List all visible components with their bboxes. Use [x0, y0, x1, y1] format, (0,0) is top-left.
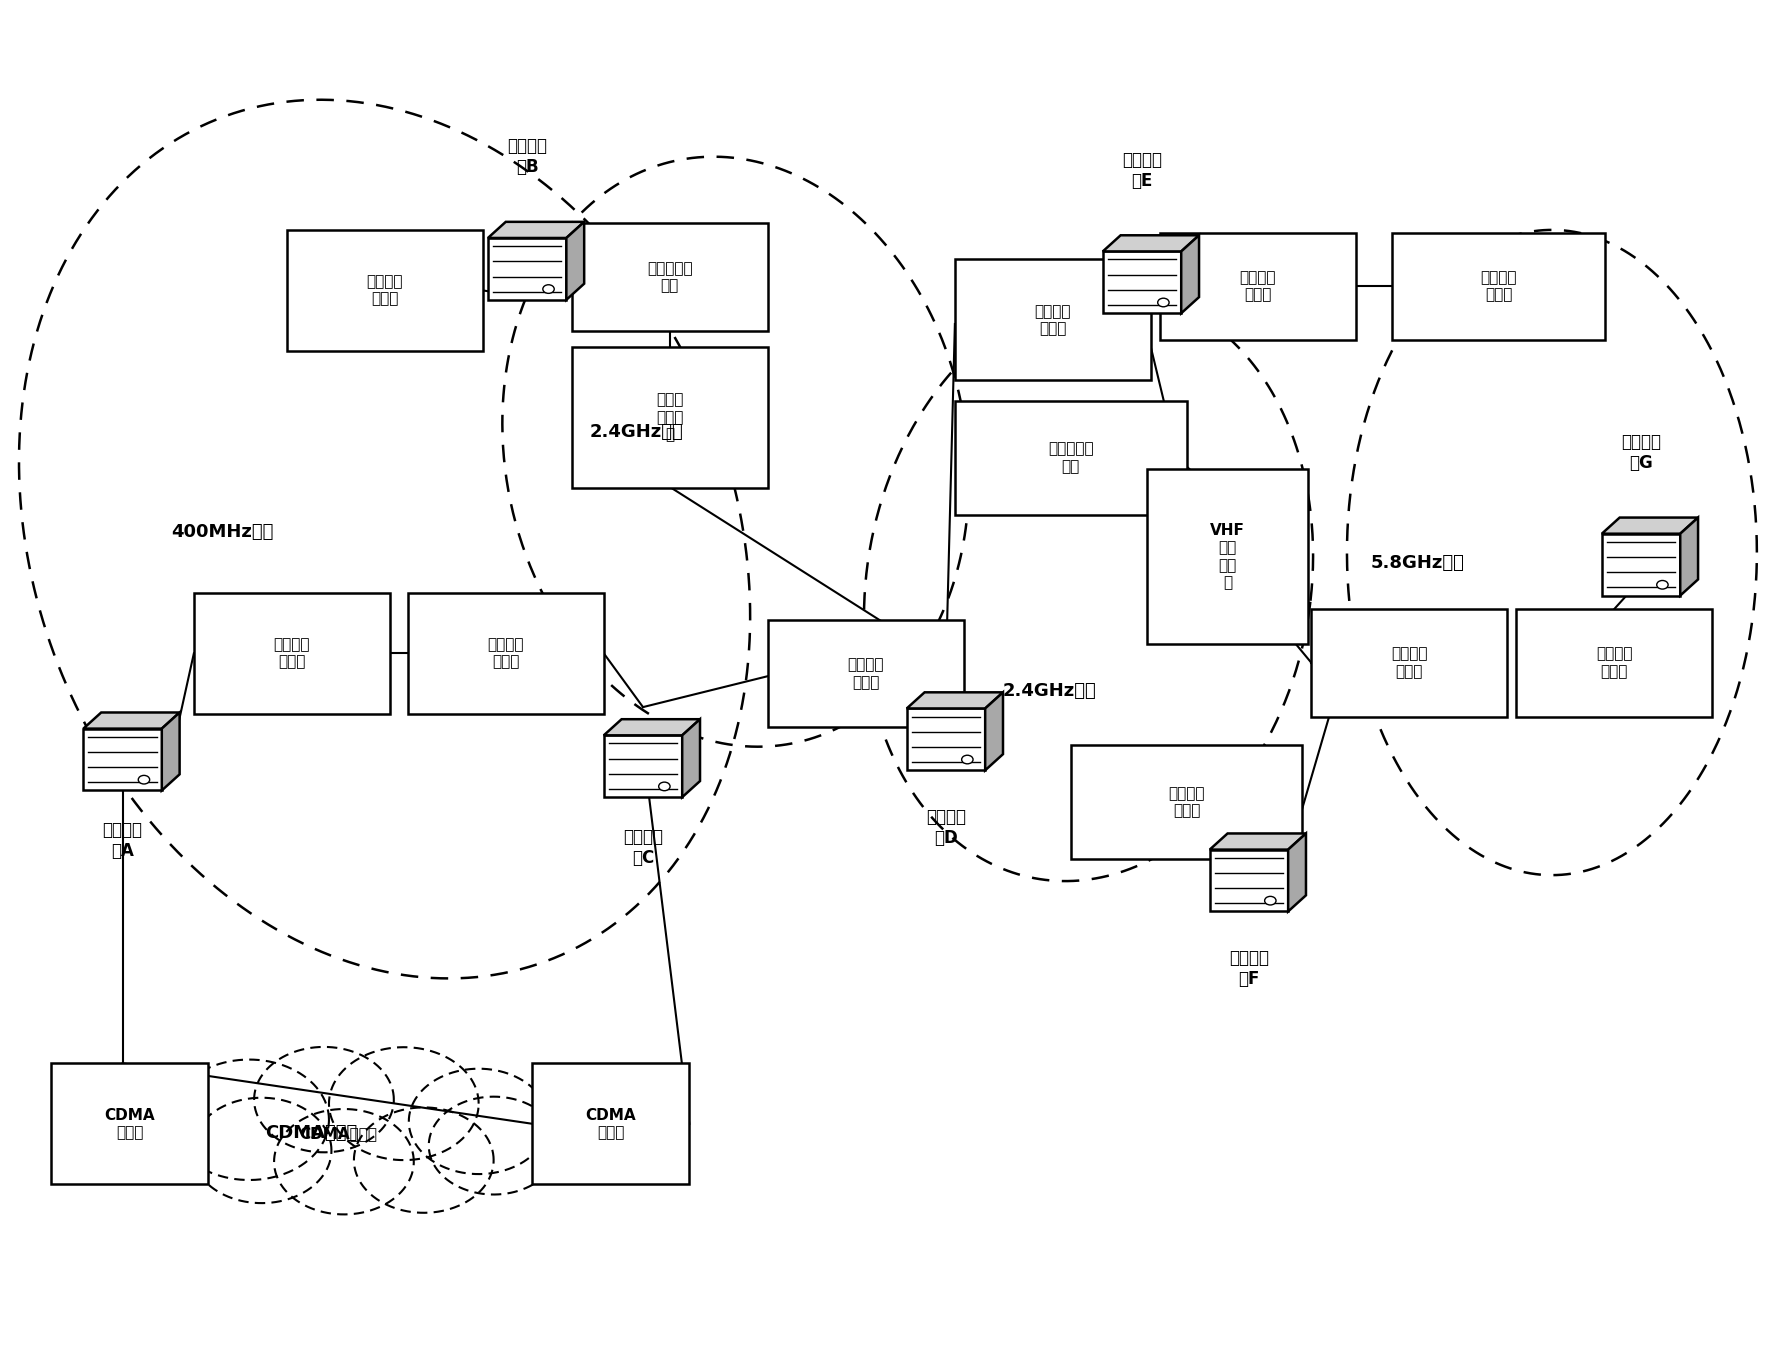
Text: 通用计算
朼E: 通用计算 朼E	[1123, 151, 1162, 190]
FancyBboxPatch shape	[407, 593, 603, 714]
FancyBboxPatch shape	[955, 260, 1151, 380]
Polygon shape	[1210, 834, 1307, 850]
FancyBboxPatch shape	[571, 224, 768, 331]
Circle shape	[659, 783, 669, 791]
Circle shape	[962, 756, 973, 764]
FancyBboxPatch shape	[532, 1063, 689, 1184]
Text: 软件无线
电设备: 软件无线 电设备	[1480, 271, 1517, 303]
Polygon shape	[275, 1109, 414, 1215]
Text: 软件无线电
设备: 软件无线电 设备	[646, 261, 693, 294]
Text: 软件无
线电设
备: 软件无 线电设 备	[657, 392, 684, 442]
Circle shape	[1656, 581, 1669, 589]
Text: 通用计算
朼C: 通用计算 朼C	[623, 828, 662, 867]
Text: 400MHz组网: 400MHz组网	[171, 524, 273, 541]
Polygon shape	[487, 222, 584, 238]
Polygon shape	[1680, 517, 1698, 595]
Text: 软件无线
电设备: 软件无线 电设备	[273, 637, 311, 669]
Text: CDMA通信网: CDMA通信网	[300, 1126, 377, 1141]
Text: 通用计算
朼F: 通用计算 朼F	[1228, 950, 1269, 987]
Polygon shape	[84, 729, 162, 791]
Text: 软件无线
电设备: 软件无线 电设备	[487, 637, 525, 669]
FancyBboxPatch shape	[1148, 469, 1308, 644]
FancyBboxPatch shape	[1071, 745, 1303, 859]
FancyBboxPatch shape	[195, 593, 389, 714]
Polygon shape	[1103, 236, 1200, 252]
Text: 软件无线
电设备: 软件无线 电设备	[848, 657, 884, 690]
Polygon shape	[253, 1047, 394, 1152]
Polygon shape	[1289, 834, 1307, 912]
Text: CDMA
路由器: CDMA 路由器	[585, 1107, 635, 1140]
Polygon shape	[1103, 252, 1182, 314]
Text: CDMA
路由器: CDMA 路由器	[104, 1107, 155, 1140]
Text: CDMA通信网: CDMA通信网	[266, 1125, 357, 1142]
FancyBboxPatch shape	[768, 620, 964, 727]
Circle shape	[1264, 896, 1276, 905]
Polygon shape	[907, 709, 985, 770]
Polygon shape	[1210, 850, 1289, 912]
Polygon shape	[603, 735, 682, 797]
Polygon shape	[191, 1098, 332, 1203]
Polygon shape	[487, 238, 566, 300]
Polygon shape	[985, 692, 1003, 770]
FancyBboxPatch shape	[955, 400, 1187, 515]
Polygon shape	[170, 1060, 328, 1180]
Text: 2.4GHz组网: 2.4GHz组网	[1003, 682, 1096, 700]
Polygon shape	[907, 692, 1003, 709]
Polygon shape	[353, 1107, 494, 1212]
Circle shape	[1158, 298, 1169, 307]
FancyBboxPatch shape	[571, 348, 768, 488]
Text: VHF
电台
模拟
器: VHF 电台 模拟 器	[1210, 523, 1244, 590]
Circle shape	[137, 776, 150, 784]
Polygon shape	[428, 1096, 559, 1195]
Polygon shape	[603, 719, 700, 735]
FancyBboxPatch shape	[287, 230, 482, 350]
FancyBboxPatch shape	[1312, 609, 1507, 717]
Polygon shape	[682, 719, 700, 797]
Polygon shape	[566, 222, 584, 300]
Text: 软件无线
电设备: 软件无线 电设备	[1239, 271, 1276, 303]
Text: 通用计算
朼B: 通用计算 朼B	[507, 137, 548, 176]
Text: 软件无线
电设备: 软件无线 电设备	[1169, 785, 1205, 818]
Text: 软件无线电
设备: 软件无线电 设备	[1048, 442, 1094, 474]
FancyBboxPatch shape	[1160, 233, 1357, 341]
Text: 通用计算
朼A: 通用计算 朼A	[102, 822, 143, 861]
Text: 软件无线
电设备: 软件无线 电设备	[366, 275, 403, 307]
Polygon shape	[162, 713, 180, 791]
Polygon shape	[84, 713, 180, 729]
Text: 5.8GHz组网: 5.8GHz组网	[1371, 554, 1464, 572]
Text: 2.4GHz组网: 2.4GHz组网	[589, 423, 684, 440]
Polygon shape	[1601, 517, 1698, 533]
FancyBboxPatch shape	[1515, 609, 1712, 717]
FancyBboxPatch shape	[1392, 233, 1605, 341]
Polygon shape	[1601, 533, 1680, 595]
Text: 软件无线
电设备: 软件无线 电设备	[1035, 304, 1071, 337]
Polygon shape	[409, 1068, 548, 1175]
Text: 通用计算
朼D: 通用计算 朼D	[926, 808, 966, 847]
Text: 软件无线
电设备: 软件无线 电设备	[1391, 647, 1428, 679]
Text: 通用计算
朼G: 通用计算 朼G	[1621, 434, 1662, 471]
Text: 软件无线
电设备: 软件无线 电设备	[1596, 647, 1633, 679]
Circle shape	[543, 284, 553, 294]
Polygon shape	[328, 1047, 478, 1160]
Polygon shape	[1182, 236, 1200, 314]
FancyBboxPatch shape	[52, 1063, 209, 1184]
